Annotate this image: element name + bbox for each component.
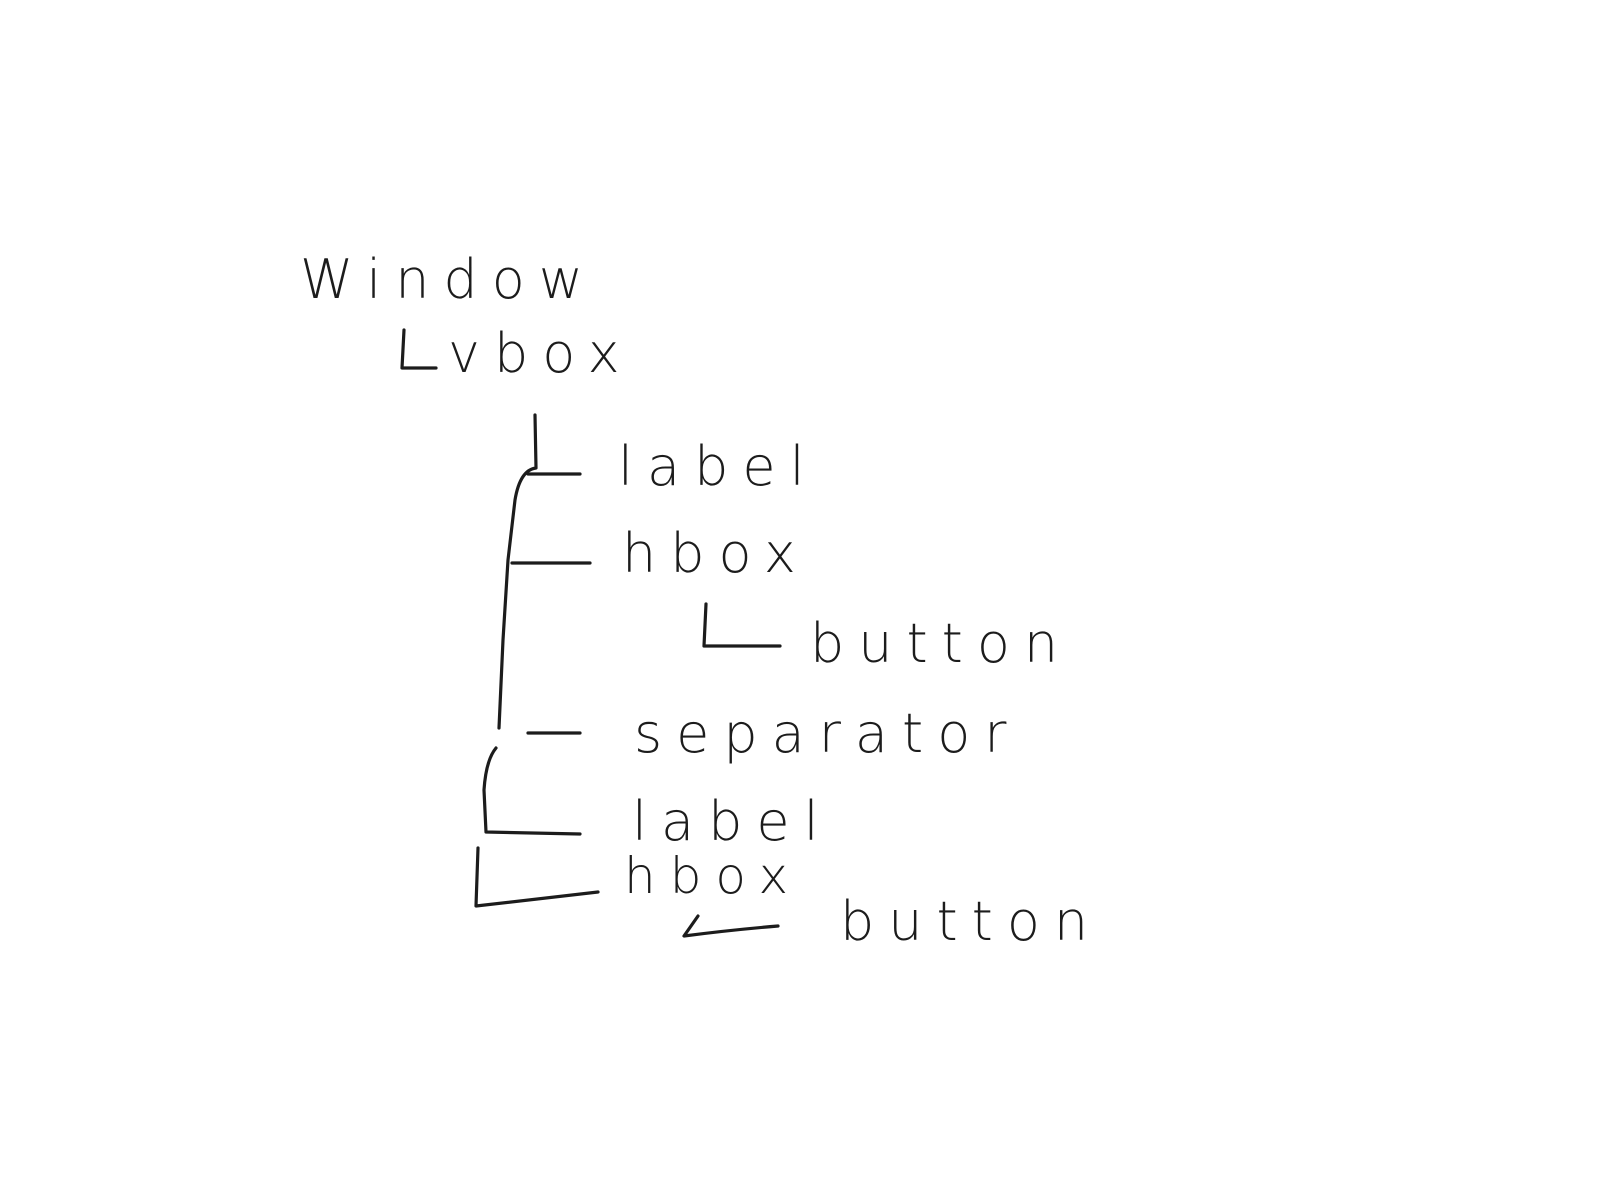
connector-vbox-trunk — [497, 413, 538, 730]
connector-label-2 — [482, 746, 582, 836]
connector-window-vbox — [400, 328, 438, 370]
connector-button-2 — [682, 914, 780, 938]
connector-button-1 — [702, 602, 782, 648]
node-button-2: button — [840, 890, 1102, 953]
node-hbox-2: hbox — [624, 847, 802, 905]
node-separator: separator — [634, 702, 1020, 765]
node-vbox: vbox — [448, 322, 634, 385]
node-label-1: label — [618, 435, 819, 498]
node-hbox-1: hbox — [622, 522, 810, 585]
connector-hbox-2 — [474, 846, 600, 908]
node-label-2: label — [632, 790, 833, 853]
node-window: Window — [300, 248, 597, 311]
node-button-1: button — [810, 612, 1072, 675]
